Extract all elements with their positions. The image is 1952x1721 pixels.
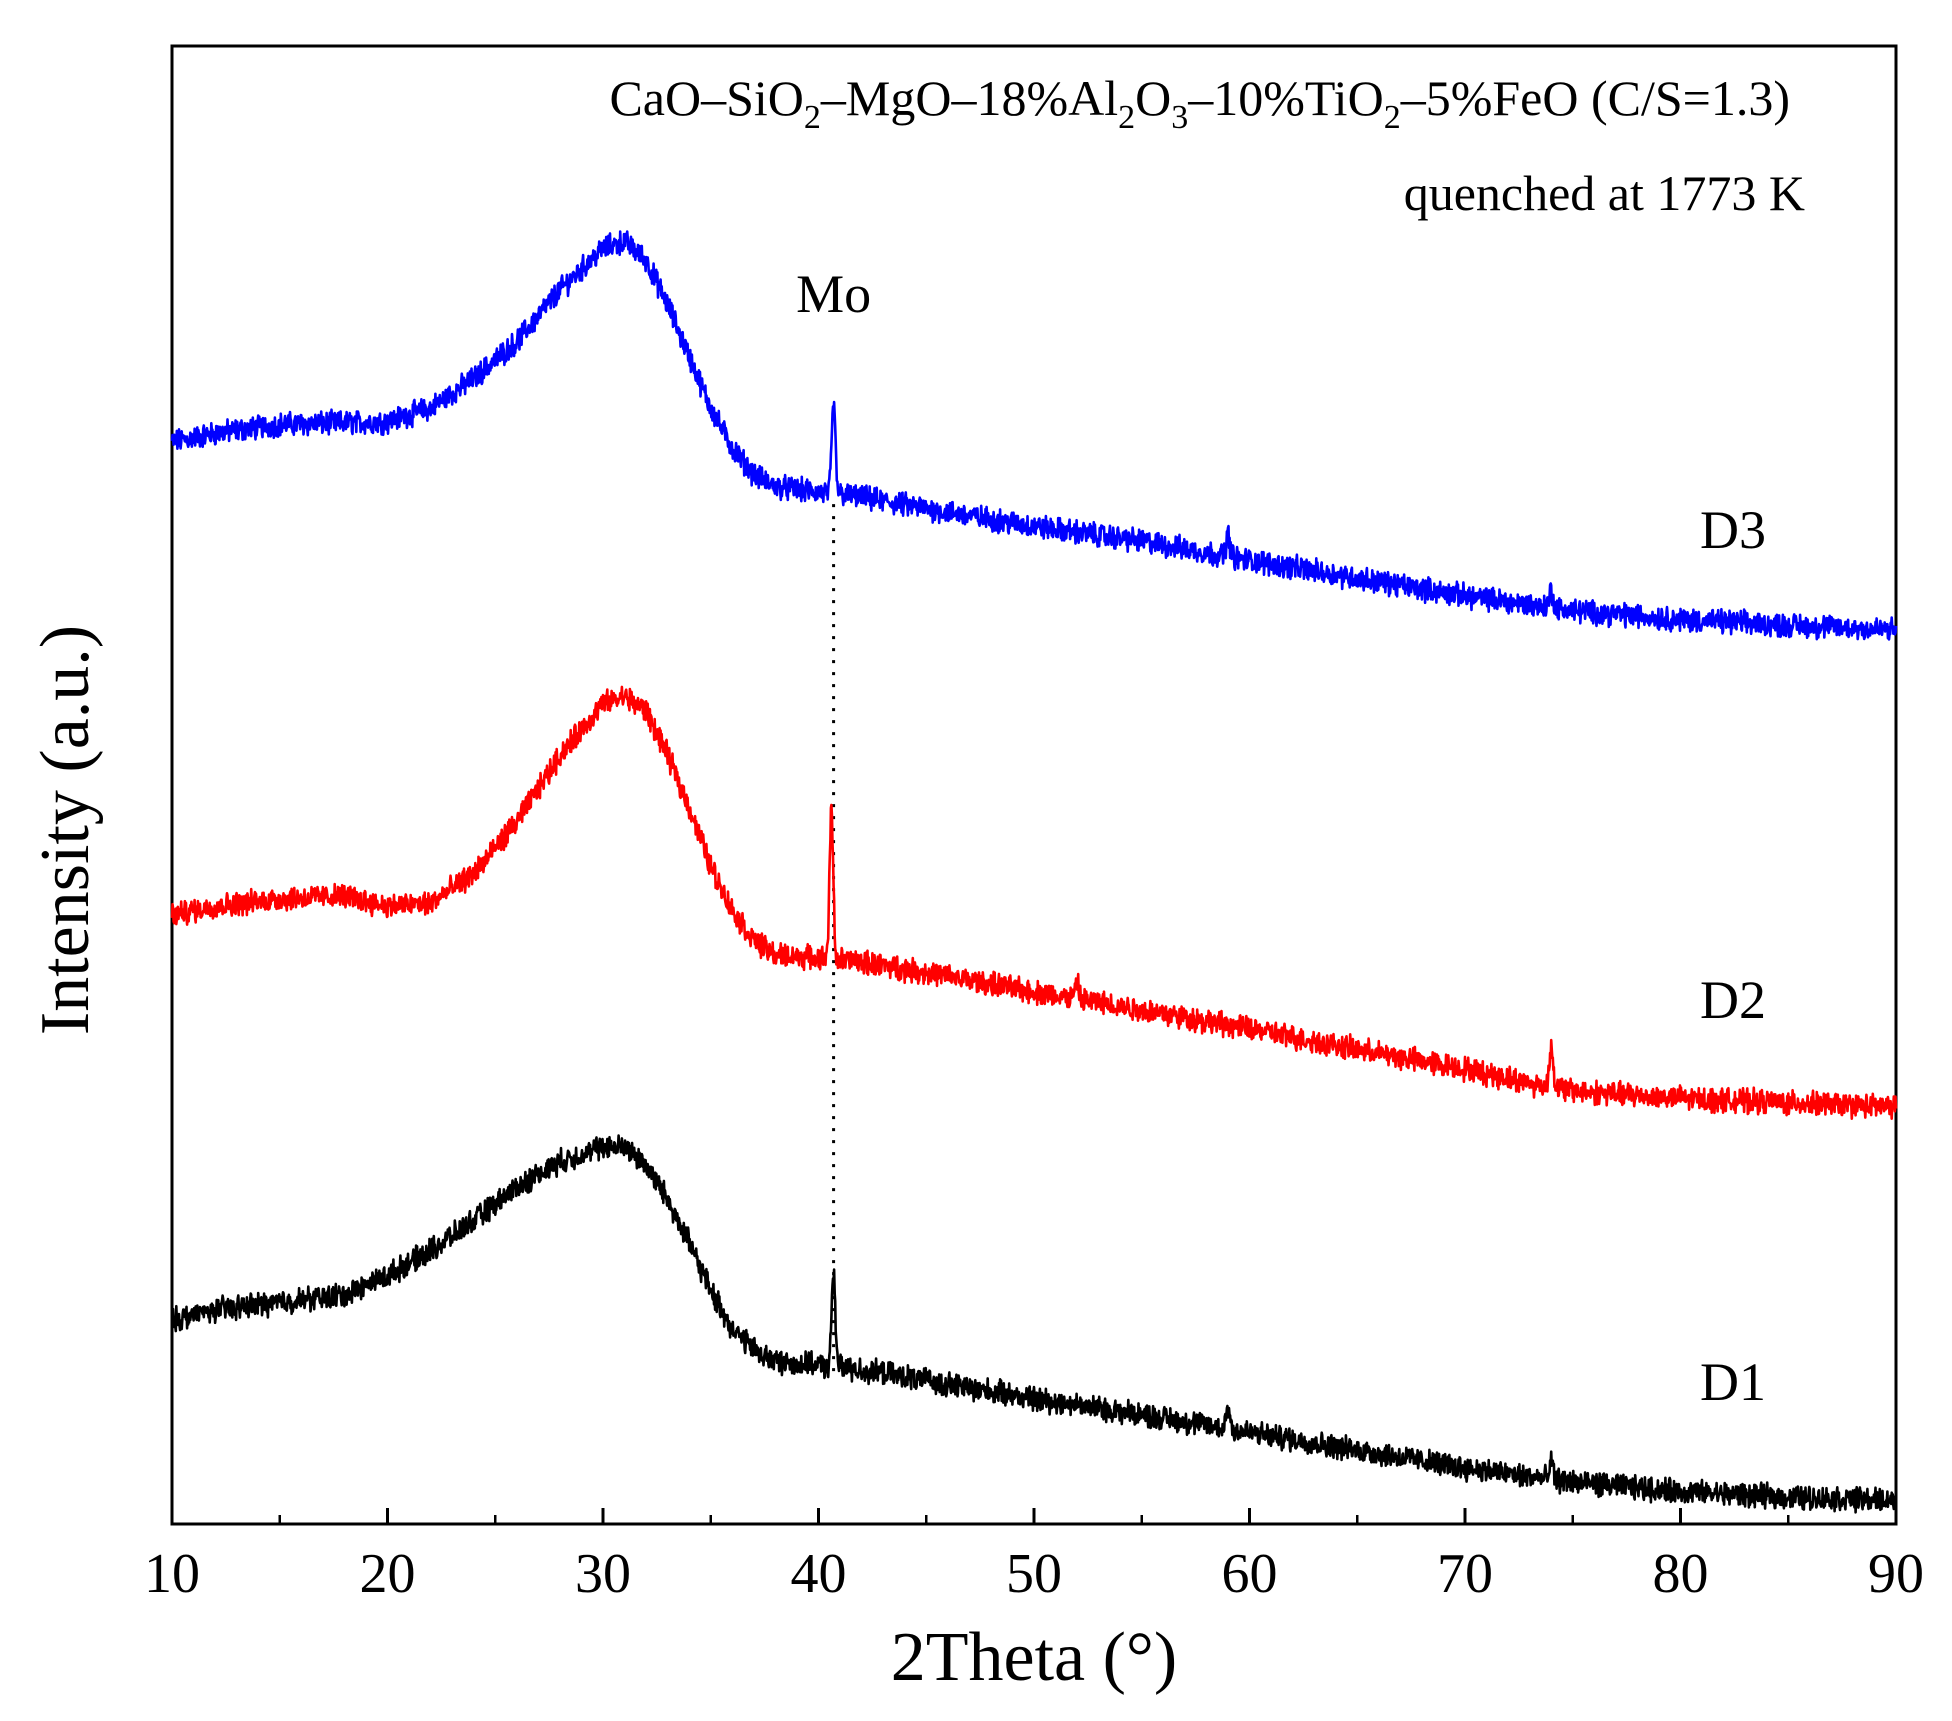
series-label-d1: D1 xyxy=(1700,1352,1766,1412)
title-sub-1: 2 xyxy=(804,99,821,136)
title-part-3: O xyxy=(1135,70,1171,126)
plot-frame xyxy=(170,44,1898,1526)
title-sub-4: 2 xyxy=(1384,99,1401,136)
x-tick-label: 70 xyxy=(1437,1543,1493,1605)
title-sub-2: 2 xyxy=(1118,99,1135,136)
title-part-1: CaO–SiO xyxy=(609,70,803,126)
title-part-5: –5%FeO (C/S=1.3) xyxy=(1400,70,1790,126)
series-label-d3: D3 xyxy=(1700,500,1766,560)
series-line-d1 xyxy=(170,1134,1898,1514)
series-layer xyxy=(170,230,1898,1514)
series-line-d3 xyxy=(170,230,1898,641)
series-line-d2 xyxy=(170,685,1898,1120)
x-tick-label: 60 xyxy=(1222,1543,1278,1605)
x-tick-label: 80 xyxy=(1653,1543,1709,1605)
y-axis-label: Intensity (a.u.) xyxy=(27,625,104,1035)
x-tick-labels: 10 20 30 40 50 60 70 80 90 xyxy=(144,1543,1924,1605)
title-part-2: –MgO–18%Al xyxy=(820,70,1118,126)
x-tick-label: 20 xyxy=(360,1543,416,1605)
x-tick-label: 30 xyxy=(575,1543,631,1605)
series-label-d2: D2 xyxy=(1700,970,1766,1030)
chart-title: CaO–SiO2–MgO–18%Al2O3–10%TiO2–5%FeO (C/S… xyxy=(609,70,1790,136)
x-tick-label: 10 xyxy=(144,1543,200,1605)
x-tick-label: 50 xyxy=(1006,1543,1062,1605)
mo-peak-label: Mo xyxy=(796,264,871,324)
x-tick-label: 40 xyxy=(791,1543,847,1605)
x-axis-label: 2Theta (°) xyxy=(891,1619,1177,1696)
x-ticks xyxy=(170,1508,1898,1524)
title-sub-3: 3 xyxy=(1171,99,1188,136)
x-tick-label: 90 xyxy=(1868,1543,1924,1605)
chart-subtitle: quenched at 1773 K xyxy=(1404,165,1805,221)
title-part-4: –10%TiO xyxy=(1187,70,1383,126)
